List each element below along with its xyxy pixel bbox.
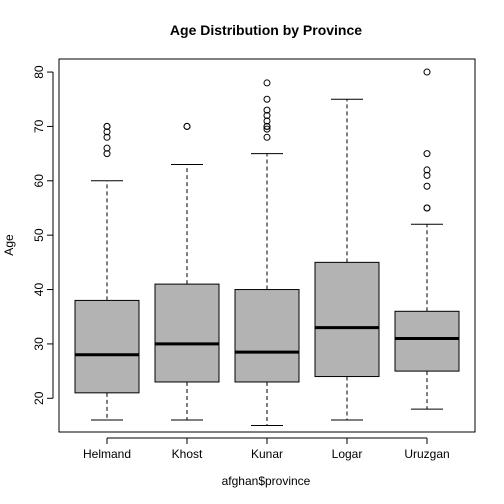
x-tick-label-khost: Khost <box>172 447 203 461</box>
box-uruzgan <box>394 68 460 410</box>
x-tick-label-helmand: Helmand <box>83 447 131 461</box>
outlier-uruzgan-6 <box>423 68 431 76</box>
chart-title: Age Distribution by Province <box>170 22 362 38</box>
x-axis: Helmand Khost Kunar Logar Uruzgan <box>83 437 450 461</box>
y-tick-label-40: 40 <box>32 283 46 297</box>
y-axis-label: Age <box>2 234 16 256</box>
outlier-uruzgan-4 <box>423 166 431 174</box>
y-axis: 20 30 40 50 60 70 80 <box>32 65 54 405</box>
y-tick-label-70: 70 <box>32 119 46 133</box>
box-kunar <box>234 79 300 426</box>
y-tick-label-30: 30 <box>32 337 46 351</box>
outlier-helmand-0 <box>103 150 111 158</box>
box-khost <box>154 122 220 421</box>
box-logar <box>314 98 380 421</box>
x-axis-label: afghan$province <box>222 474 311 488</box>
outlier-uruzgan-3 <box>423 171 431 179</box>
outlier-helmand-5 <box>103 122 111 130</box>
outlier-khost-1 <box>183 122 191 130</box>
box-helmand <box>74 122 140 421</box>
outlier-kunar-7 <box>263 95 271 103</box>
y-tick-label-20: 20 <box>32 391 46 405</box>
iqr-box-uruzgan <box>394 310 460 372</box>
outlier-kunar-4 <box>263 117 271 125</box>
outlier-kunar-5 <box>263 112 271 120</box>
outlier-helmand-2 <box>103 133 111 141</box>
outlier-helmand-3 <box>103 128 111 136</box>
outlier-kunar-6 <box>263 106 271 114</box>
iqr-box-kunar <box>234 289 300 383</box>
outlier-uruzgan-5 <box>423 150 431 158</box>
outlier-kunar-1 <box>263 125 271 133</box>
outlier-kunar-8 <box>263 79 271 87</box>
iqr-box-helmand <box>74 299 140 394</box>
outlier-uruzgan-1 <box>423 204 431 212</box>
y-tick-label-80: 80 <box>32 65 46 79</box>
x-tick-label-uruzgan: Uruzgan <box>404 447 449 461</box>
boxes-group <box>74 68 460 426</box>
outlier-kunar-0 <box>263 133 271 141</box>
y-tick-label-60: 60 <box>32 174 46 188</box>
outlier-uruzgan-2 <box>423 182 431 190</box>
iqr-box-logar <box>314 261 380 378</box>
outlier-helmand-1 <box>103 144 111 152</box>
x-tick-label-kunar: Kunar <box>251 447 283 461</box>
x-tick-label-logar: Logar <box>332 447 363 461</box>
y-tick-label-50: 50 <box>32 228 46 242</box>
outlier-kunar-3 <box>263 122 271 130</box>
iqr-box-khost <box>154 283 220 383</box>
plot-frame <box>58 58 476 433</box>
